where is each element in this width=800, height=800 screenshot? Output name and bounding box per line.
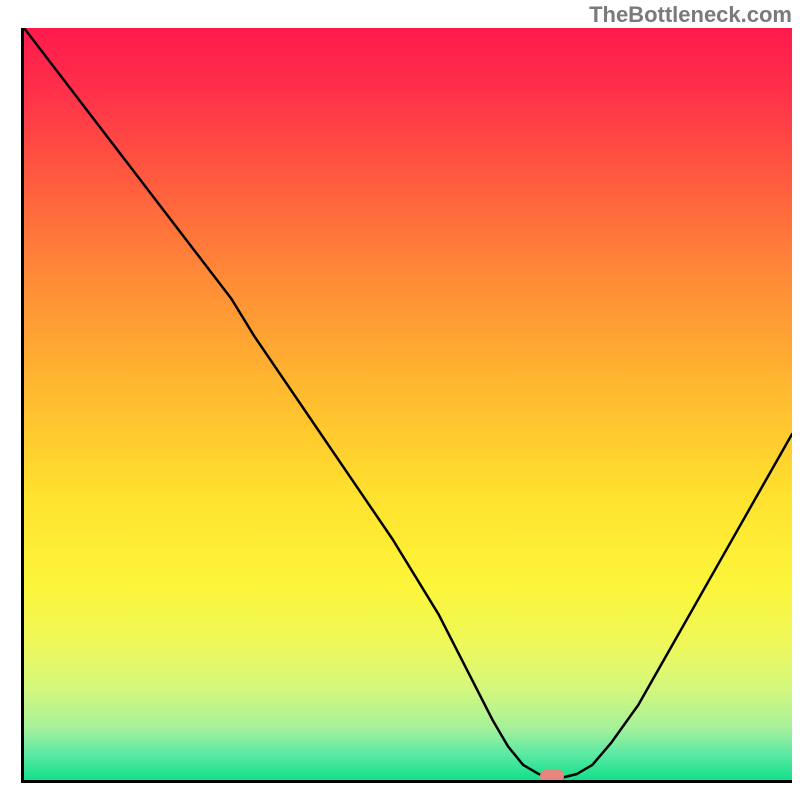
- y-axis-line: [21, 28, 24, 783]
- x-axis-line: [21, 780, 792, 783]
- plot-area: [24, 28, 792, 780]
- curve-path: [24, 28, 792, 778]
- bottleneck-curve: [24, 28, 792, 780]
- watermark-text: TheBottleneck.com: [589, 2, 792, 28]
- bottleneck-chart: TheBottleneck.com: [0, 0, 800, 800]
